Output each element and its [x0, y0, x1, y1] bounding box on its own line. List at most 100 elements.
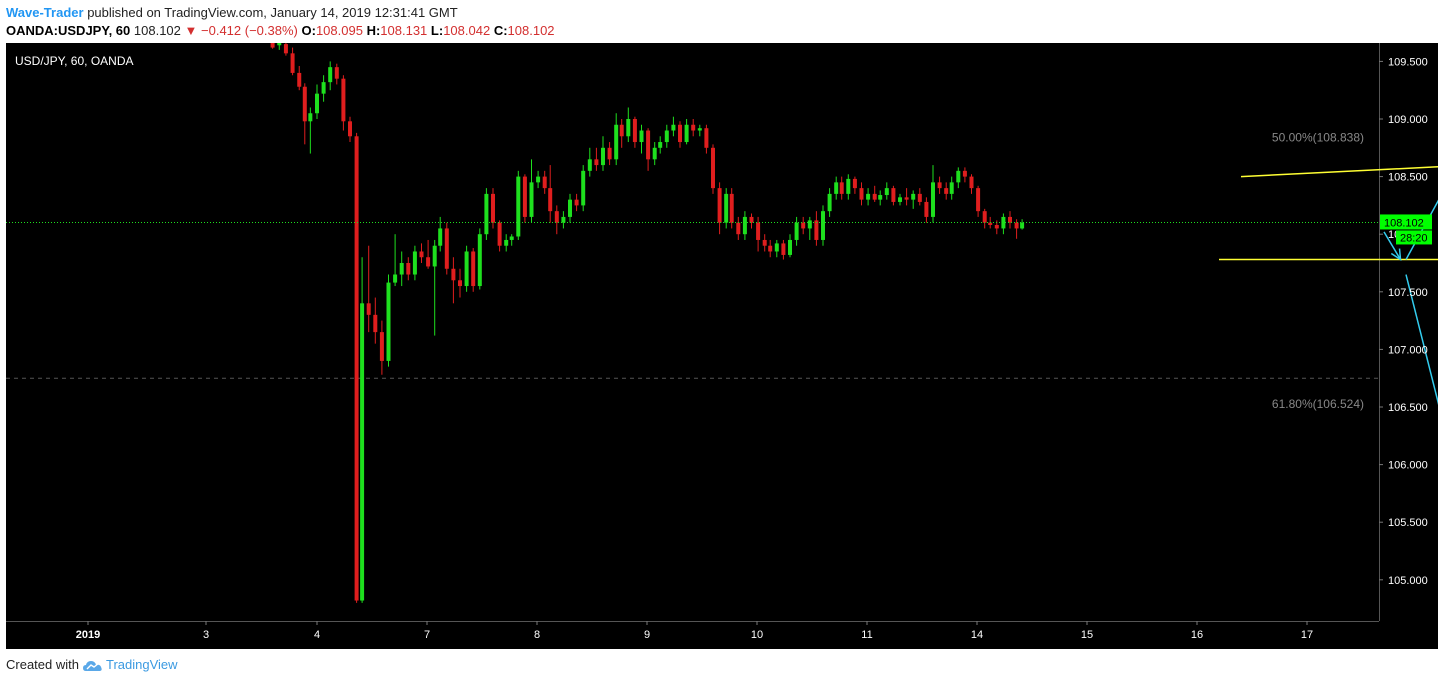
candle-body — [724, 193, 729, 223]
arrowhead — [1390, 248, 1402, 262]
candle-body — [839, 182, 844, 194]
candle-body — [297, 72, 302, 87]
candle-body — [406, 263, 411, 275]
candle-body — [762, 239, 767, 246]
footer: Created with TradingView — [6, 657, 178, 672]
candle-body — [477, 234, 482, 287]
candle-body — [419, 251, 424, 258]
candle-body — [801, 222, 806, 229]
candle-body — [619, 124, 624, 137]
candle-body — [1008, 216, 1012, 223]
candle-body — [736, 222, 741, 235]
tradingview-logo[interactable]: TradingView — [82, 657, 178, 672]
candle-body — [768, 245, 773, 252]
upper-trendline[interactable] — [1240, 154, 1438, 178]
y-tick-label: 109.000 — [1388, 114, 1428, 126]
candle-body — [1001, 216, 1006, 229]
candle-body — [471, 251, 476, 287]
candle-body — [664, 130, 669, 143]
candle-body — [794, 222, 799, 240]
candle-body — [328, 67, 333, 83]
candle-body — [976, 188, 981, 212]
candle-body — [652, 147, 657, 160]
high-label: H: — [366, 23, 381, 38]
candle-body — [684, 124, 689, 143]
x-tick-label: 3 — [203, 629, 209, 641]
candle-body — [290, 53, 295, 73]
candle-body — [834, 182, 839, 194]
candle-body — [516, 176, 521, 237]
candle-body — [898, 197, 902, 202]
candle-body — [315, 93, 319, 114]
down-arrow-icon: ▼ — [184, 23, 198, 38]
candle-body — [678, 124, 682, 143]
candle-body — [807, 220, 812, 229]
candle-body — [742, 216, 747, 235]
y-tick-label: 105.000 — [1388, 575, 1428, 587]
ohlc-line: OANDA:USDJPY, 60 108.102 ▼ −0.412 (−0.38… — [6, 22, 1436, 40]
low-value: 108.042 — [443, 23, 491, 38]
last-price-text: 108.102 — [133, 23, 181, 38]
candle-body — [711, 147, 715, 189]
candle-body — [697, 128, 702, 131]
candle-body — [348, 121, 352, 137]
chart-title: USD/JPY, 60, OANDA — [15, 54, 134, 68]
author-link[interactable]: Wave-Trader — [6, 5, 84, 20]
candle-body — [529, 182, 534, 217]
open-value: 108.095 — [315, 23, 363, 38]
projection-arrow[interactable] — [1405, 274, 1438, 603]
candle-body — [464, 251, 469, 287]
candle-body — [581, 170, 586, 206]
candle-body — [444, 228, 449, 269]
last-price-label: 108.102 — [1384, 217, 1424, 229]
candle-body — [542, 176, 547, 189]
x-tick-label: 11 — [861, 629, 872, 641]
candle-body — [756, 222, 761, 240]
candle-body — [982, 211, 987, 223]
low-label: L: — [430, 23, 444, 38]
candle-body — [749, 216, 754, 223]
candle-body — [1014, 222, 1019, 229]
candle-body — [283, 44, 288, 54]
projection-arrow[interactable] — [1383, 231, 1402, 260]
close-value: 108.102 — [507, 23, 555, 38]
candle-body — [360, 303, 365, 601]
tradingview-brand: TradingView — [105, 657, 178, 672]
candle-body — [270, 43, 275, 48]
last-price-label-bg — [1380, 214, 1432, 230]
candle-body — [671, 124, 676, 131]
candle-body — [904, 197, 909, 200]
candle-body — [949, 182, 954, 194]
x-tick-label: 4 — [314, 629, 320, 641]
candle-body — [536, 176, 541, 183]
close-label: C: — [493, 23, 508, 38]
candle-body — [568, 199, 572, 217]
y-tick-label: 107.000 — [1388, 344, 1428, 356]
candle-body — [522, 176, 527, 217]
candle-body — [827, 193, 832, 212]
candle-body — [729, 193, 734, 223]
candle-body — [658, 142, 663, 148]
candle-body — [373, 314, 378, 333]
candle-body — [587, 159, 592, 171]
y-tick-label: 109.500 — [1388, 56, 1428, 68]
candle-body — [814, 220, 819, 240]
candle-body — [574, 199, 579, 206]
y-tick-label: 105.500 — [1388, 517, 1428, 529]
candle-body — [509, 236, 514, 240]
tradingview-cloud-icon — [82, 660, 102, 671]
candle-body — [774, 243, 779, 252]
candle-body — [884, 188, 889, 196]
candle-body — [704, 128, 709, 148]
y-tick-label: 108.500 — [1388, 172, 1428, 184]
candlestick-chart[interactable]: USD/JPY, 60, OANDA 50.00%(108.838) 61.80%(… — [6, 43, 1438, 649]
candle-body — [937, 182, 942, 189]
chart-panel[interactable]: USD/JPY, 60, OANDA 50.00%(108.838) 61.80%(… — [6, 43, 1438, 649]
candle-body — [924, 201, 929, 217]
y-tick-label: 106.000 — [1388, 460, 1428, 472]
created-with-text: Created with — [6, 657, 79, 672]
candle-body — [497, 222, 502, 246]
candle-body — [386, 282, 391, 361]
candle-body — [484, 193, 489, 235]
published-text: published on TradingView.com, January 14… — [87, 5, 458, 20]
